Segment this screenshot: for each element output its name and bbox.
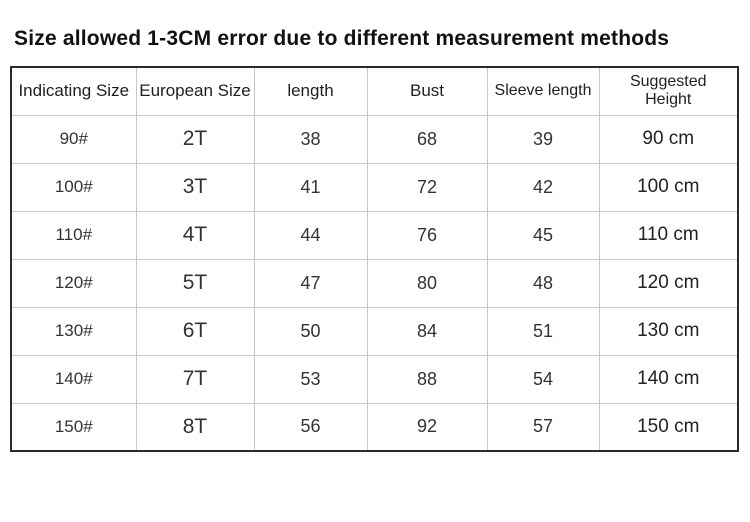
table-row: 120# 5T 47 80 48 120 cm [10, 258, 739, 308]
table-cell: 68 [366, 114, 488, 164]
table-cell: 92 [366, 402, 488, 452]
table-cell: 90 cm [598, 114, 739, 164]
page-title: Size allowed 1-3CM error due to differen… [14, 27, 670, 50]
table-cell: 110 cm [598, 210, 739, 260]
table-cell: 3T [135, 162, 255, 212]
table-row: 90# 2T 38 68 39 90 cm [10, 114, 739, 164]
table-cell: 54 [486, 354, 600, 404]
table-cell: 140 cm [598, 354, 739, 404]
table-cell: 51 [486, 306, 600, 356]
table-cell: 5T [135, 258, 255, 308]
column-header: Bust [366, 66, 488, 116]
table-cell: 57 [486, 402, 600, 452]
table-cell: 2T [135, 114, 255, 164]
table-row: 100# 3T 41 72 42 100 cm [10, 162, 739, 212]
table-cell: 48 [486, 258, 600, 308]
table-cell: 53 [253, 354, 368, 404]
table-row: 140# 7T 53 88 54 140 cm [10, 354, 739, 404]
size-chart-header: Indicating Size European Size length Bust Sl… [10, 66, 739, 116]
table-cell: 100# [10, 162, 137, 212]
table-cell: 88 [366, 354, 488, 404]
table-cell: 110# [10, 210, 137, 260]
table-cell: 120 cm [598, 258, 739, 308]
table-cell: 50 [253, 306, 368, 356]
table-cell: 80 [366, 258, 488, 308]
table-cell: 42 [486, 162, 600, 212]
table-cell: 41 [253, 162, 368, 212]
size-chart-table: Indicating Size European Size length Bust Sl… [10, 66, 739, 452]
table-cell: 39 [486, 114, 600, 164]
table-cell: 140# [10, 354, 137, 404]
table-cell: 76 [366, 210, 488, 260]
table-cell: 38 [253, 114, 368, 164]
column-header: Sleeve length [486, 66, 600, 116]
table-cell: 6T [135, 306, 255, 356]
table-cell: 84 [366, 306, 488, 356]
table-cell: 130# [10, 306, 137, 356]
table-cell: 7T [135, 354, 255, 404]
table-row: 110# 4T 44 76 45 110 cm [10, 210, 739, 260]
table-cell: 72 [366, 162, 488, 212]
table-cell: 8T [135, 402, 255, 452]
table-cell: 100 cm [598, 162, 739, 212]
header-row: Indicating Size European Size length Bust Sl… [10, 66, 739, 116]
table-cell: 130 cm [598, 306, 739, 356]
table-cell: 4T [135, 210, 255, 260]
table-cell: 120# [10, 258, 137, 308]
table-row: 150# 8T 56 92 57 150 cm [10, 402, 739, 452]
table-cell: 90# [10, 114, 137, 164]
table-cell: 150# [10, 402, 137, 452]
column-header: Suggested Height [598, 66, 739, 116]
size-chart-body: 90# 2T 38 68 39 90 cm 100# 3T 41 72 42 100 cm 110# 4T… [10, 114, 739, 452]
table-cell: 44 [253, 210, 368, 260]
column-header: Indicating Size [10, 66, 137, 116]
table-row: 130# 6T 50 84 51 130 cm [10, 306, 739, 356]
table-cell: 150 cm [598, 402, 739, 452]
column-header: length [253, 66, 368, 116]
column-header: European Size [135, 66, 255, 116]
table-cell: 56 [253, 402, 368, 452]
table-cell: 47 [253, 258, 368, 308]
table-cell: 45 [486, 210, 600, 260]
